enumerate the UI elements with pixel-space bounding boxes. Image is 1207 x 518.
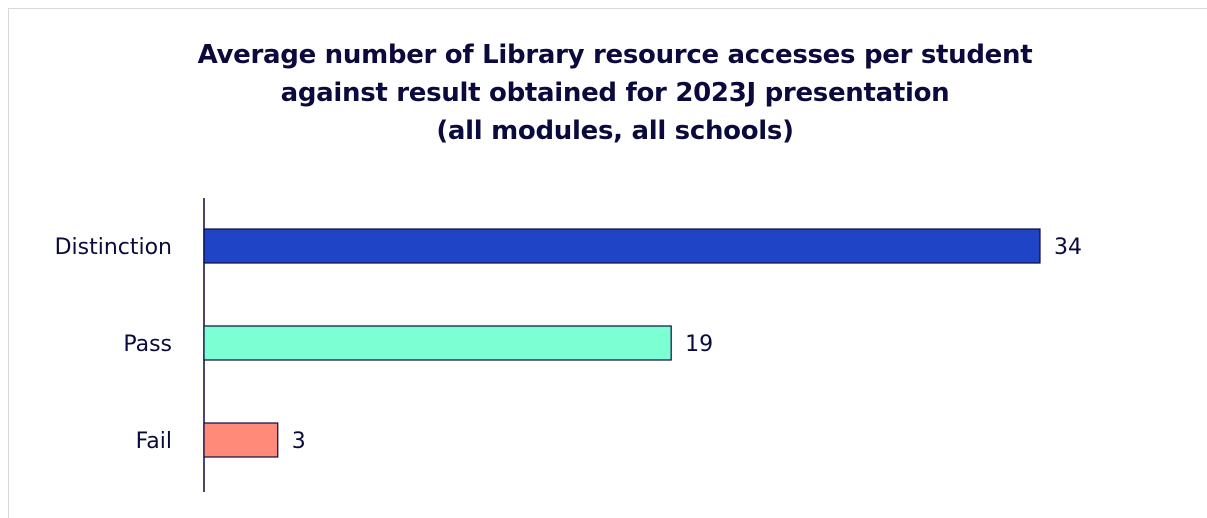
chart-title-line-3: (all modules, all schools): [436, 116, 794, 146]
chart-title-line-1: Average number of Library resource acces…: [197, 40, 1033, 70]
chart-title-line-2: against result obtained for 2023J presen…: [280, 78, 950, 108]
value-label-fail: 3: [292, 429, 306, 454]
category-label-distinction: Distinction: [55, 235, 172, 260]
value-label-distinction: 34: [1054, 235, 1082, 260]
chart-title: Average number of Library resource acces…: [0, 36, 1207, 150]
value-label-pass: 19: [685, 332, 713, 357]
bar-pass: [203, 325, 672, 361]
category-label-fail: Fail: [136, 429, 172, 454]
bars-group: Distinction 34 Pass 19 Fail 3: [55, 228, 1082, 458]
chart-frame: [8, 8, 1207, 518]
category-label-pass: Pass: [123, 332, 172, 357]
bar-fail: [203, 422, 279, 458]
bar-distinction: [203, 228, 1041, 264]
